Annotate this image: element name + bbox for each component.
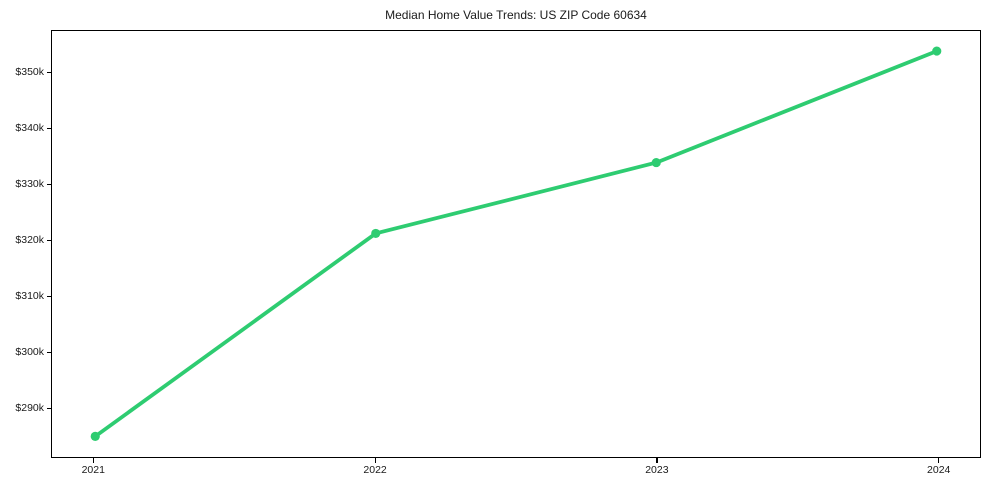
- trend-line: [93, 49, 939, 439]
- trend-line-plot: [90, 46, 942, 441]
- y-tick-mark: [46, 239, 51, 241]
- y-tick-label: $350k: [15, 66, 44, 79]
- y-tick-mark: [46, 407, 51, 409]
- y-tick-mark: [46, 295, 51, 297]
- x-tick-label: 2022: [363, 464, 387, 476]
- x-tick-mark: [374, 458, 376, 463]
- y-tick-mark: [46, 351, 51, 353]
- data-point-marker: [90, 431, 100, 441]
- y-tick-label: $330k: [15, 178, 44, 191]
- y-tick-mark: [46, 183, 51, 185]
- y-tick-label: $340k: [15, 122, 44, 135]
- y-tick-label: $320k: [15, 234, 44, 247]
- x-tick-mark: [938, 458, 940, 463]
- plot-area: [51, 30, 981, 458]
- x-tick-mark: [656, 458, 658, 463]
- y-tick-mark: [46, 71, 51, 73]
- data-point-marker: [371, 228, 381, 238]
- data-point-marker: [932, 46, 942, 56]
- y-tick-label: $290k: [15, 402, 44, 415]
- y-tick-label: $310k: [15, 290, 44, 303]
- x-tick-mark: [92, 458, 94, 463]
- y-tick-mark: [46, 127, 51, 129]
- x-tick-label: 2021: [81, 464, 105, 476]
- data-point-marker: [651, 158, 661, 168]
- x-tick-label: 2023: [645, 464, 669, 476]
- chart-title: Median Home Value Trends: US ZIP Code 60…: [385, 8, 647, 22]
- y-tick-label: $300k: [15, 346, 44, 359]
- x-tick-label: 2024: [927, 464, 951, 476]
